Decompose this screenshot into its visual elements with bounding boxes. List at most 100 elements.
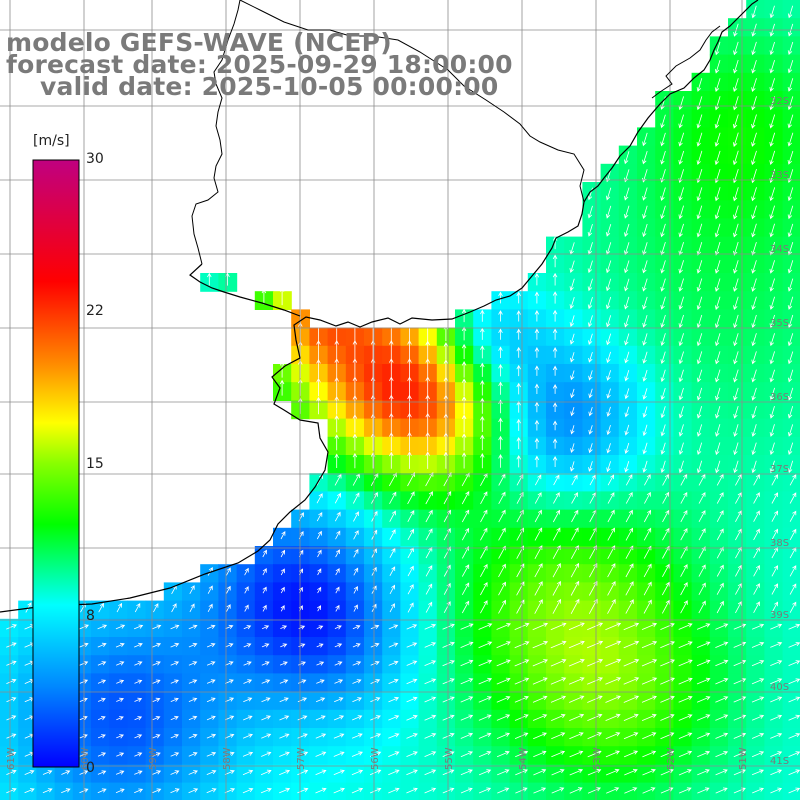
wind-arrow	[624, 223, 630, 237]
wind-arrow	[333, 787, 345, 794]
field-cell	[746, 764, 765, 784]
wind-arrow	[660, 260, 666, 274]
wind-arrow	[662, 491, 669, 504]
wind-arrow	[498, 527, 506, 541]
wind-arrow	[715, 641, 729, 648]
wind-arrow	[498, 328, 503, 340]
wind-arrow	[696, 114, 703, 129]
field-cell	[582, 364, 602, 383]
field-cell	[291, 673, 310, 693]
wind-arrow	[297, 769, 309, 776]
field-cell	[746, 218, 765, 238]
field-cell	[655, 582, 674, 602]
field-cell	[327, 546, 347, 565]
field-cell	[455, 582, 474, 602]
wind-arrow	[224, 733, 235, 739]
wind-arrow	[787, 369, 794, 383]
field-cell	[382, 582, 401, 602]
wind-arrow	[678, 641, 693, 649]
wind-arrow	[224, 769, 235, 775]
wind-arrow	[370, 661, 380, 666]
wind-arrow	[751, 460, 757, 474]
field-cell	[436, 473, 456, 492]
wind-arrow	[478, 623, 493, 630]
wind-arrow	[770, 733, 783, 739]
wind-arrow	[280, 625, 288, 630]
wind-arrow	[498, 599, 506, 614]
wind-arrow	[787, 424, 794, 437]
wind-arrow	[735, 528, 742, 541]
wind-arrow	[134, 642, 143, 648]
wind-arrow	[352, 643, 361, 648]
wind-arrow	[769, 205, 775, 220]
wind-arrow	[715, 369, 721, 383]
wind-arrow	[370, 642, 380, 648]
wind-arrow	[279, 769, 291, 776]
uruguay-border	[191, 0, 241, 265]
field-cell	[637, 618, 656, 638]
field-cell	[436, 527, 456, 547]
wind-arrow	[170, 770, 180, 775]
field-cell	[418, 473, 438, 492]
wind-arrow	[660, 659, 675, 667]
wind-arrow	[425, 528, 433, 541]
wind-arrow	[696, 659, 711, 667]
wind-arrow	[443, 413, 449, 434]
wind-arrow	[152, 697, 161, 702]
field-cell	[400, 600, 420, 620]
wind-arrow	[498, 454, 503, 468]
wind-arrow	[696, 96, 703, 111]
wind-arrow	[787, 5, 794, 19]
wind-arrow	[714, 96, 721, 111]
wind-arrow	[606, 370, 611, 381]
wind-arrow	[79, 734, 88, 739]
wind-arrow	[6, 715, 17, 721]
wind-arrow	[461, 527, 469, 541]
wind-arrow	[389, 451, 394, 469]
wind-arrow	[641, 659, 658, 667]
wind-arrow	[425, 323, 430, 342]
wind-arrow	[261, 715, 271, 721]
wind-arrow	[642, 150, 648, 165]
wind-arrow	[480, 345, 485, 359]
wind-arrow	[715, 387, 721, 401]
wind-arrow	[696, 641, 711, 648]
wind-arrow	[206, 697, 216, 703]
field-cell	[618, 746, 638, 765]
field-cell	[764, 473, 784, 492]
field-cell	[709, 527, 729, 547]
wind-arrow	[607, 474, 614, 486]
wind-arrow	[569, 296, 575, 310]
field-cell	[746, 509, 765, 529]
wind-arrow	[335, 549, 340, 558]
wind-arrow	[188, 770, 198, 775]
wind-arrow	[152, 734, 161, 739]
wind-arrow	[715, 333, 721, 347]
wind-arrow	[532, 640, 549, 649]
wind-arrow	[534, 328, 540, 340]
wind-arrow	[787, 241, 794, 256]
wind-arrow	[242, 769, 254, 776]
field-cell	[527, 473, 547, 492]
wind-arrow	[732, 132, 739, 147]
field-cell	[564, 527, 583, 547]
wind-arrow	[334, 697, 344, 703]
wind-arrow	[769, 460, 775, 474]
wind-arrow	[207, 272, 212, 286]
wind-arrow	[587, 695, 603, 703]
wind-arrow	[770, 769, 783, 776]
wind-arrow	[787, 278, 794, 292]
wind-arrow	[624, 205, 630, 219]
field-cell	[673, 600, 693, 620]
field-cell	[345, 546, 365, 565]
wind-arrow	[226, 567, 231, 576]
field-cell	[309, 673, 329, 693]
wind-arrow	[116, 661, 125, 666]
wind-arrow	[698, 564, 706, 577]
field-cell	[673, 364, 693, 383]
field-cell	[91, 600, 110, 620]
field-cell	[673, 491, 693, 511]
wind-arrow	[316, 605, 321, 612]
wind-arrow	[552, 384, 558, 394]
field-cell	[291, 582, 310, 602]
